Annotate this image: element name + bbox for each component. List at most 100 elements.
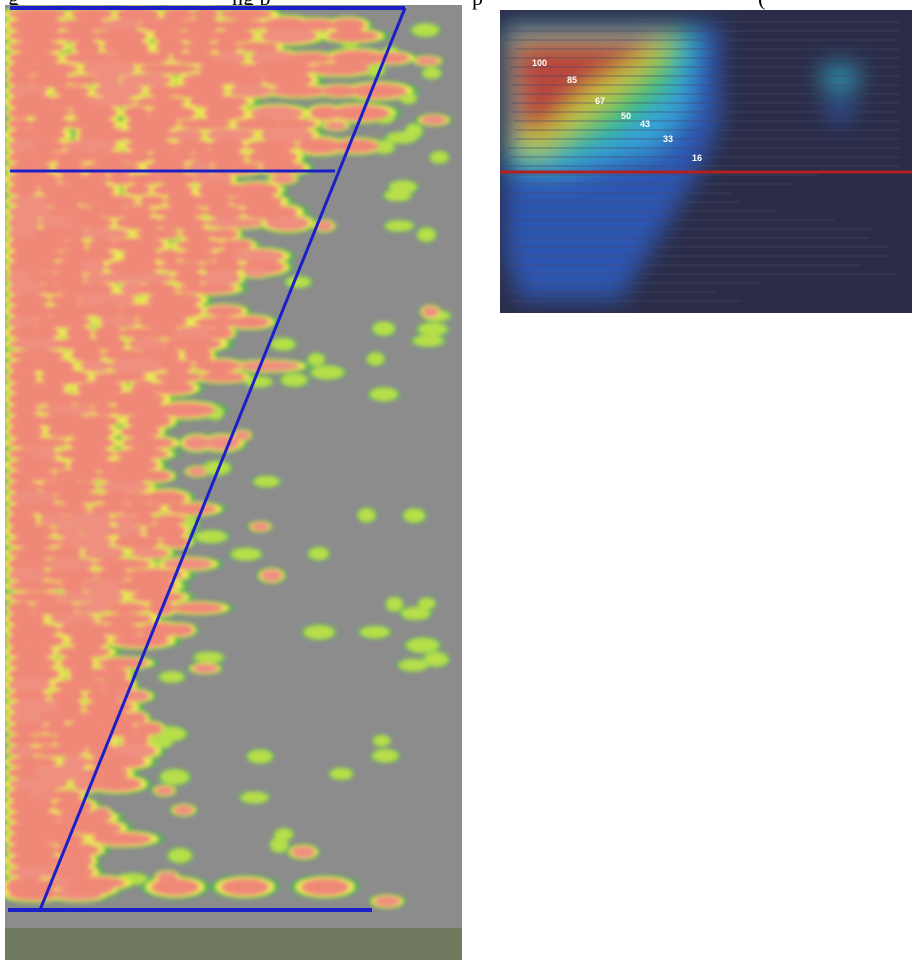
heat-blob bbox=[282, 374, 307, 387]
heat-blob bbox=[254, 476, 279, 487]
heat-blob bbox=[120, 426, 160, 438]
heat-blob bbox=[161, 770, 189, 785]
heat-blob bbox=[206, 205, 244, 219]
heat-blob bbox=[125, 184, 151, 195]
heat-blob bbox=[350, 83, 407, 98]
footer-strip bbox=[5, 928, 462, 960]
heat-blob bbox=[8, 536, 61, 547]
heat-blob bbox=[158, 262, 204, 273]
heat-blob bbox=[93, 776, 142, 791]
heat-blob bbox=[160, 671, 184, 682]
heat-blob bbox=[150, 381, 195, 395]
heat-blob bbox=[202, 270, 241, 286]
heat-blob bbox=[8, 41, 64, 53]
heat-blob bbox=[139, 195, 166, 206]
heat-blob bbox=[9, 437, 69, 448]
heatmap-label: 85 bbox=[567, 75, 577, 85]
heat-blob bbox=[151, 878, 199, 895]
page: g ng p p ( 100 85 67 50 43 33 16 bbox=[0, 0, 912, 967]
heat-blob bbox=[97, 624, 143, 637]
heat-blob bbox=[261, 28, 317, 44]
heat-blob bbox=[67, 436, 114, 450]
heat-blob bbox=[304, 625, 334, 639]
heat-blob bbox=[227, 73, 265, 86]
heat-blob bbox=[271, 837, 288, 852]
heat-blob bbox=[137, 315, 187, 329]
heat-blob bbox=[43, 833, 85, 845]
heat-blob bbox=[271, 85, 327, 97]
heat-blob bbox=[195, 531, 227, 543]
heat-blob bbox=[115, 448, 169, 460]
heat-blob bbox=[370, 52, 410, 63]
heat-blob bbox=[71, 348, 104, 362]
heat-blob bbox=[136, 228, 180, 239]
heat-blob bbox=[106, 259, 160, 275]
heat-blob bbox=[402, 607, 430, 619]
heat-blob bbox=[132, 513, 155, 526]
heat-blob bbox=[308, 63, 369, 76]
heat-blob bbox=[229, 316, 270, 328]
heat-blob bbox=[34, 140, 66, 152]
heat-blob bbox=[94, 558, 151, 569]
heat-blob bbox=[152, 206, 208, 217]
heat-blob bbox=[385, 190, 411, 201]
heat-blob bbox=[229, 85, 272, 98]
heat-blob bbox=[72, 217, 113, 230]
heat-blob bbox=[413, 335, 443, 346]
heat-blob bbox=[92, 832, 152, 845]
heat-blob bbox=[373, 749, 398, 762]
heat-blob bbox=[208, 327, 233, 340]
heat-blob bbox=[53, 679, 108, 691]
heat-blob bbox=[83, 546, 125, 560]
heat-blob bbox=[92, 405, 117, 416]
heat-blob bbox=[70, 481, 97, 492]
heat-blob bbox=[131, 547, 169, 558]
heat-blob bbox=[195, 652, 223, 663]
heat-blob bbox=[333, 139, 379, 153]
heat-blob bbox=[205, 218, 263, 229]
heat-blob bbox=[399, 659, 427, 671]
caption-fragment: p bbox=[472, 0, 483, 10]
heat-blob bbox=[31, 735, 57, 746]
heat-blob bbox=[49, 295, 82, 306]
heat-blob bbox=[8, 52, 60, 65]
heat-blob bbox=[220, 239, 253, 250]
heat-blob bbox=[69, 634, 109, 647]
heat-blob bbox=[74, 470, 101, 481]
heatmap-label: 43 bbox=[640, 119, 650, 129]
heat-blob bbox=[422, 306, 438, 317]
heat-blob bbox=[407, 638, 439, 652]
heat-blob bbox=[105, 602, 149, 613]
heat-blob bbox=[169, 849, 192, 863]
heat-blob bbox=[312, 366, 344, 379]
heat-blob bbox=[204, 105, 246, 120]
heat-blob bbox=[184, 41, 217, 53]
heat-blob bbox=[419, 323, 448, 336]
heat-blob bbox=[308, 353, 324, 365]
heat-blob bbox=[168, 624, 193, 636]
heat-blob bbox=[261, 162, 305, 175]
heat-blob bbox=[55, 30, 100, 42]
heat-blob bbox=[99, 481, 150, 492]
heat-blob bbox=[386, 597, 402, 611]
heat-blob bbox=[291, 846, 315, 858]
heat-blob bbox=[87, 755, 146, 769]
heat-blob bbox=[177, 284, 236, 295]
heat-blob bbox=[360, 626, 389, 638]
heat-blob bbox=[154, 372, 202, 383]
heat-blob bbox=[205, 305, 243, 316]
heat-blob bbox=[412, 24, 438, 37]
heat-blob bbox=[430, 151, 448, 163]
heat-blob bbox=[55, 811, 113, 823]
heat-blob bbox=[373, 735, 390, 746]
heat-blob bbox=[221, 878, 269, 895]
heat-blob bbox=[53, 525, 83, 537]
heat-blob bbox=[163, 558, 213, 570]
heat-blob bbox=[208, 229, 238, 239]
heat-blob bbox=[81, 228, 129, 240]
heat-blob bbox=[119, 127, 174, 142]
heat-blob bbox=[32, 745, 87, 757]
left-heatmap bbox=[0, 4, 462, 960]
heat-blob bbox=[155, 786, 173, 795]
heat-blob bbox=[176, 250, 217, 263]
